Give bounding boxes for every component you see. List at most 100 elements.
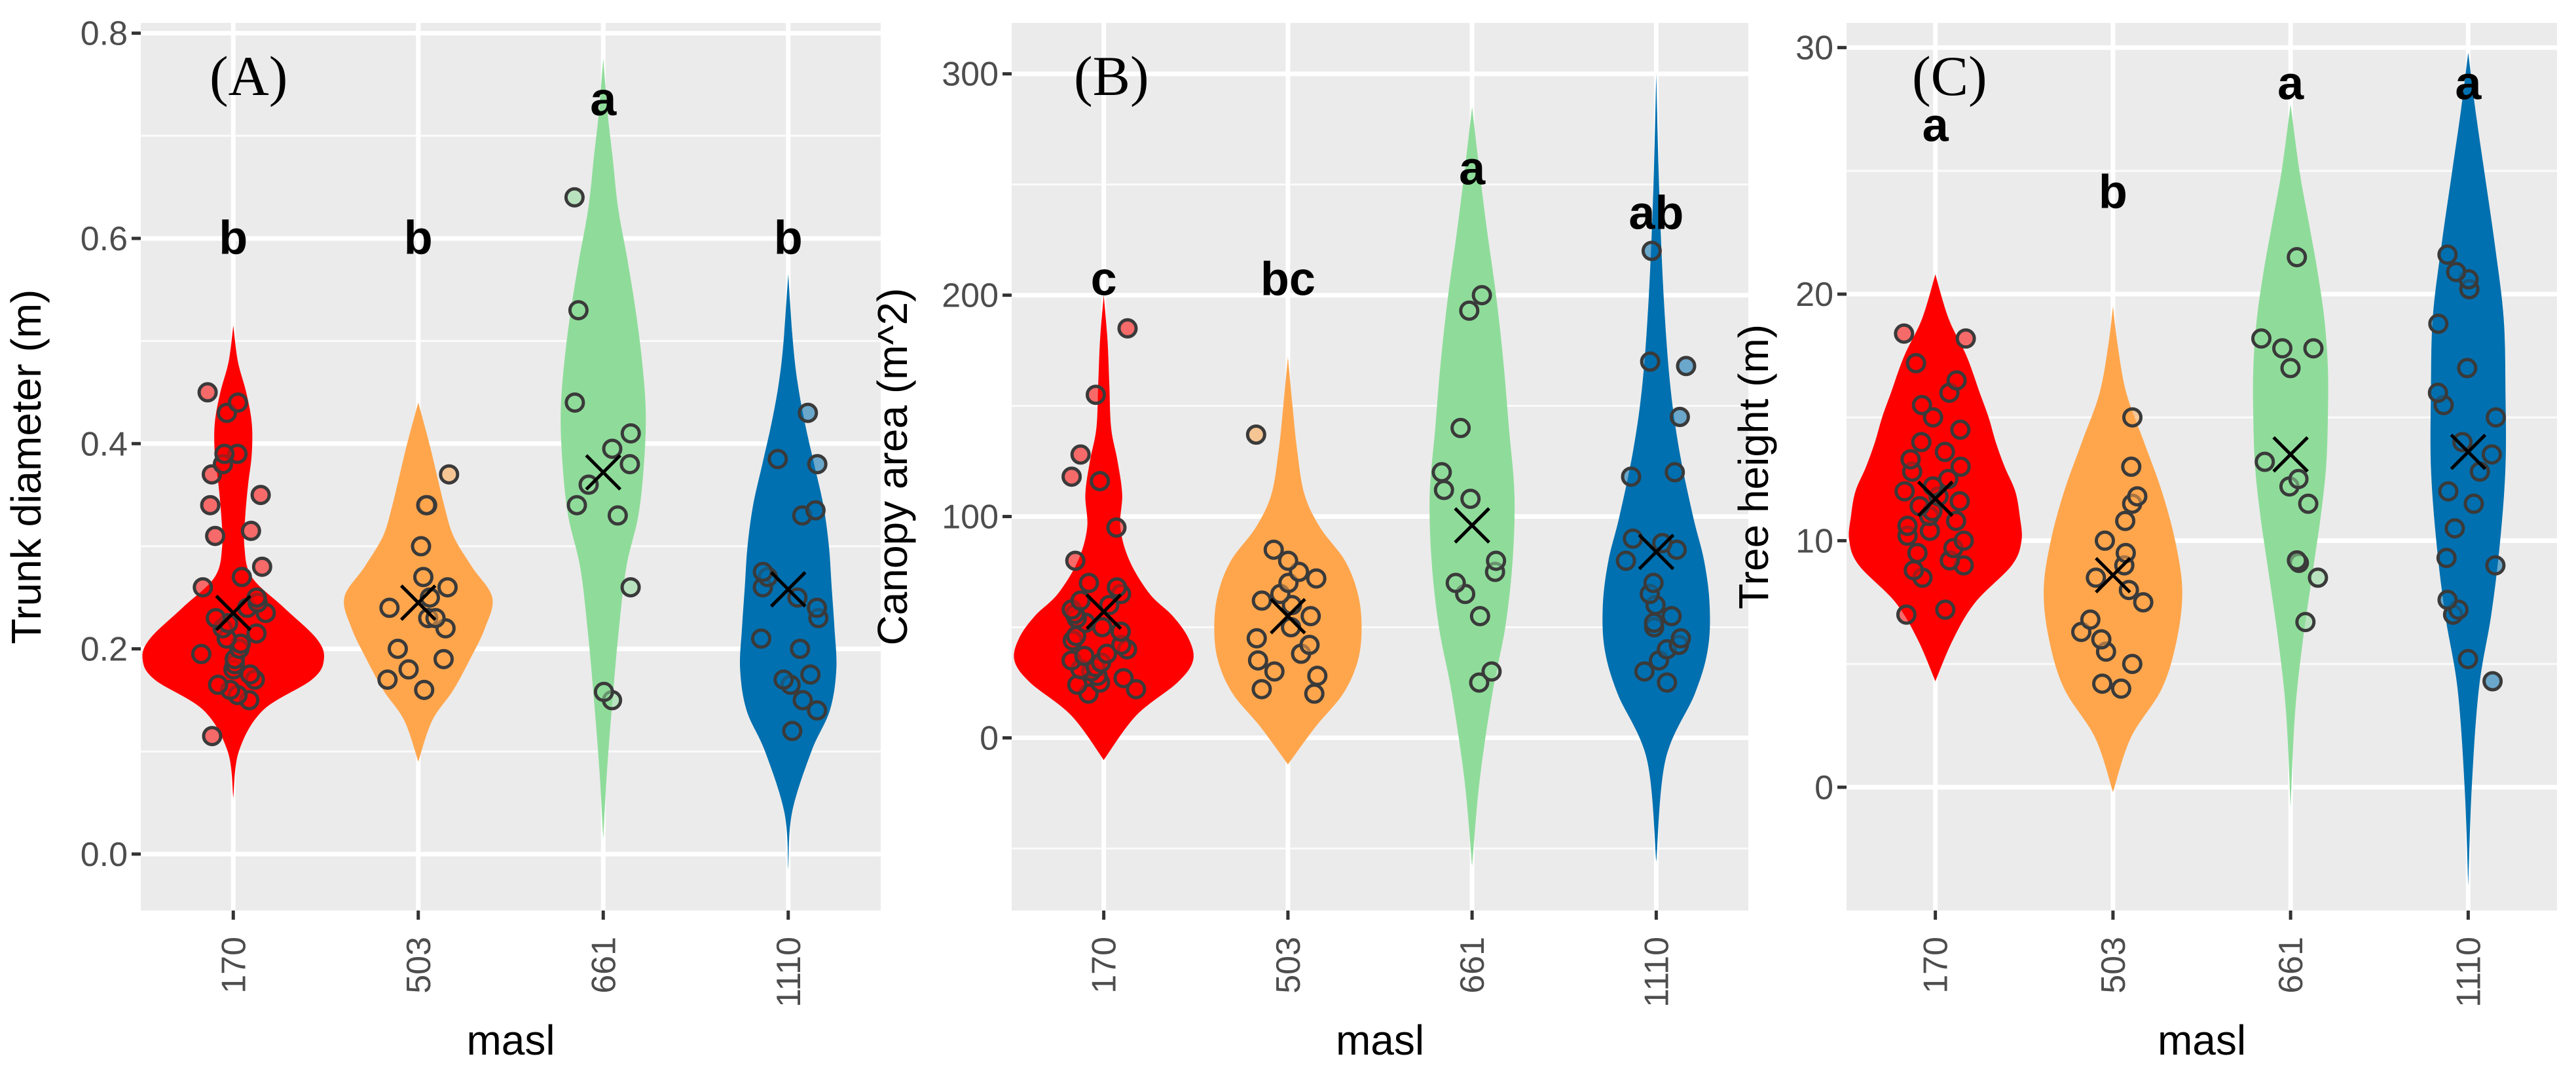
data-point (1634, 661, 1655, 682)
data-point (2272, 338, 2292, 359)
data-point (564, 187, 585, 208)
mean-marker-170 (1085, 593, 1122, 630)
data-point (807, 597, 828, 618)
x-tick-label: 1110 (770, 937, 808, 1007)
data-point (1460, 489, 1481, 509)
data-point (202, 726, 223, 747)
data-point (767, 449, 788, 470)
data-point (1953, 530, 1974, 551)
x-tick-label: 170 (215, 937, 253, 994)
data-point (2438, 481, 2459, 502)
data-point (1469, 606, 1490, 627)
data-point (1264, 661, 1285, 682)
data-point (1113, 667, 1134, 688)
data-point (193, 577, 213, 598)
data-point (1911, 432, 1932, 453)
data-point (208, 674, 229, 695)
data-point (1306, 568, 1327, 589)
data-point (1923, 407, 1943, 428)
data-point (1950, 419, 1971, 440)
mean-marker-stroke (769, 571, 807, 608)
data-point (240, 520, 261, 541)
data-point (2122, 654, 2143, 675)
y-tick-label: 0.0 (81, 836, 128, 874)
data-point (751, 628, 771, 649)
data-point (416, 495, 437, 516)
data-point (205, 525, 226, 546)
panel-label: (A) (210, 45, 287, 107)
data-point (1086, 385, 1106, 405)
data-point (1486, 550, 1507, 571)
data-point (1905, 352, 1926, 373)
x-axis-title: masl (1336, 1017, 1424, 1064)
x-tick-label: 1110 (2450, 937, 2488, 1007)
data-point (1911, 394, 1932, 415)
data-point (1945, 510, 1966, 531)
data-point (1644, 612, 1665, 633)
mean-marker-stroke (2450, 434, 2487, 470)
mean-marker-1110 (769, 571, 807, 608)
x-axis-title: masl (466, 1017, 555, 1064)
data-point (790, 639, 811, 659)
data-point (620, 577, 641, 598)
data-point (1300, 606, 1321, 627)
mean-marker-stroke (1270, 597, 1306, 635)
y-tick-label: 0 (1814, 769, 1833, 807)
y-tick-label: 0.2 (81, 631, 128, 669)
data-point (1065, 550, 1086, 571)
data-point (1247, 650, 1268, 671)
data-point (2295, 612, 2316, 633)
data-point (414, 679, 435, 700)
data-point (1909, 496, 1930, 517)
data-point (2254, 451, 2275, 472)
x-tick-label: 661 (585, 937, 623, 994)
data-point (214, 443, 235, 464)
data-point (1070, 444, 1091, 465)
data-point (1894, 481, 1915, 502)
data-point (1950, 457, 1971, 477)
y-tick-label: 30 (1795, 29, 1833, 67)
data-point (2486, 407, 2507, 428)
data-point (377, 669, 398, 690)
data-point (792, 690, 813, 711)
significance-letter-170: b (219, 212, 248, 264)
data-point (1070, 590, 1091, 611)
mean-marker-stroke (1917, 480, 1954, 517)
mean-marker-stroke (585, 454, 622, 491)
mean-marker-stroke (1638, 533, 1675, 571)
data-point (1621, 466, 1642, 487)
data-point (2086, 567, 2107, 588)
data-point (1934, 442, 1955, 462)
data-point (2110, 678, 2131, 699)
significance-letter-661: a (1459, 143, 1486, 195)
data-point (1263, 539, 1284, 560)
significance-letter-1110: a (2455, 58, 2482, 110)
data-point (1900, 449, 1921, 470)
data-point (805, 500, 826, 521)
data-point (2481, 444, 2502, 465)
data-point (1078, 573, 1099, 593)
y-tick-label: 20 (1795, 276, 1833, 314)
y-tick-label: 300 (942, 56, 999, 94)
data-point (411, 536, 432, 557)
data-point (2482, 671, 2503, 692)
data-point (2280, 358, 2301, 379)
mean-marker-170 (1917, 480, 1954, 517)
data-point (227, 392, 248, 413)
mean-marker-stroke (2272, 436, 2309, 473)
data-point (2436, 548, 2457, 569)
violin-170 (142, 326, 324, 798)
significance-letter-1110: ab (1628, 187, 1684, 239)
mean-marker-503 (2095, 557, 2131, 593)
data-point (1894, 323, 1915, 344)
data-point (1949, 491, 1970, 512)
data-point (1643, 573, 1664, 593)
data-point (251, 556, 272, 577)
mean-marker-stroke (399, 584, 437, 621)
data-point (1251, 590, 1272, 611)
x-tick-label: 503 (2095, 937, 2133, 994)
data-point (1433, 479, 1454, 500)
mean-marker-1110 (2450, 434, 2487, 470)
data-point (2485, 555, 2506, 576)
data-point (1299, 635, 1320, 655)
